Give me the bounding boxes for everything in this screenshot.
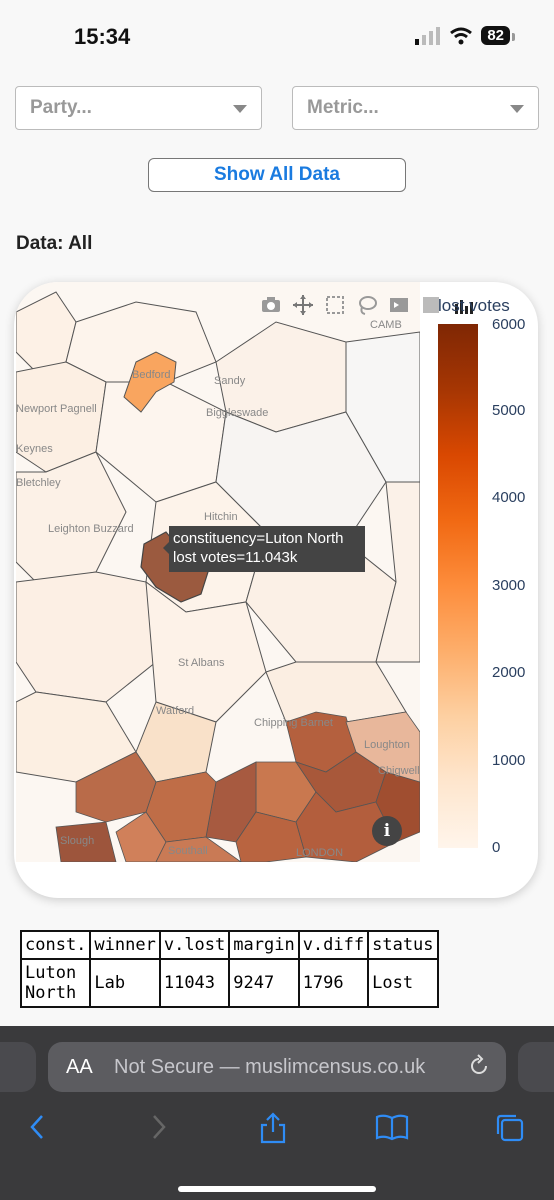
prev-tab-pill[interactable] bbox=[0, 1042, 36, 1092]
place-label: Chigwell bbox=[378, 765, 420, 777]
colorbar-title: lost votes bbox=[438, 296, 510, 315]
tooltip-lost-votes: lost votes=11.043k bbox=[173, 549, 298, 566]
table-header: status bbox=[367, 930, 439, 960]
place-label: Watford bbox=[156, 705, 194, 717]
place-label: Bletchley bbox=[16, 477, 61, 489]
table-cell-vdiff: 1796 bbox=[297, 958, 370, 1008]
table-cell-margin: 9247 bbox=[228, 958, 300, 1008]
colorbar bbox=[438, 324, 478, 848]
results-table: const. winner v.lost margin v.diff statu… bbox=[19, 930, 439, 1008]
place-label: St Albans bbox=[178, 657, 225, 669]
autoscale-icon[interactable] bbox=[388, 294, 410, 316]
place-label: Chipping Barnet bbox=[254, 717, 333, 729]
table-cell-winner: Lab bbox=[89, 958, 161, 1008]
place-label: Southall bbox=[168, 845, 208, 857]
party-placeholder: Party... bbox=[30, 97, 92, 118]
metric-dropdown[interactable]: Metric... bbox=[292, 86, 539, 130]
place-label: Newport Pagnell bbox=[16, 403, 97, 415]
reload-icon[interactable] bbox=[466, 1052, 492, 1080]
lasso-icon[interactable] bbox=[356, 294, 378, 316]
bookmarks-icon[interactable] bbox=[374, 1112, 410, 1142]
home-indicator bbox=[178, 1186, 376, 1192]
table-header: v.lost bbox=[158, 930, 231, 960]
chevron-down-icon bbox=[510, 105, 524, 113]
place-label: LONDON bbox=[296, 847, 343, 859]
info-icon[interactable]: i bbox=[372, 816, 402, 846]
table-row: Luton North Lab 11043 9247 1796 Lost bbox=[19, 958, 439, 1008]
table-cell-const: Luton North bbox=[19, 958, 92, 1008]
place-label: Slough bbox=[60, 835, 94, 847]
address-bar[interactable]: AA Not Secure — muslimcensus.co.uk bbox=[48, 1042, 506, 1092]
colorbar-tick: 6000 bbox=[492, 316, 526, 333]
status-time: 15:34 bbox=[74, 24, 131, 49]
tooltip-arrow bbox=[163, 542, 169, 554]
table-cell-vlost: 11043 bbox=[158, 958, 231, 1008]
tooltip-constituency: constituency=Luton North bbox=[173, 530, 344, 547]
colorbar-tick: 4000 bbox=[492, 489, 526, 506]
share-icon[interactable] bbox=[258, 1112, 288, 1144]
region-bedford bbox=[123, 351, 177, 413]
place-label: Biggleswade bbox=[206, 407, 268, 419]
party-dropdown[interactable]: Party... bbox=[15, 86, 262, 130]
signal-icon bbox=[415, 26, 441, 45]
colorbar-tick: 5000 bbox=[492, 402, 526, 419]
metric-placeholder: Metric... bbox=[307, 97, 379, 118]
table-header: const. bbox=[19, 930, 92, 960]
forward-icon[interactable] bbox=[148, 1112, 168, 1142]
plotly-logo-icon[interactable] bbox=[452, 294, 474, 316]
place-label: Sandy bbox=[214, 375, 246, 387]
browser-toolbar: AA Not Secure — muslimcensus.co.uk bbox=[0, 1026, 554, 1200]
reader-settings-button[interactable]: AA bbox=[66, 1056, 93, 1078]
tabs-icon[interactable] bbox=[494, 1112, 526, 1144]
show-all-data-button[interactable]: Show All Data bbox=[148, 158, 406, 192]
box-select-icon[interactable] bbox=[324, 294, 346, 316]
place-label: Keynes bbox=[16, 443, 53, 455]
table-header: v.diff bbox=[297, 930, 370, 960]
place-label: Bedford bbox=[132, 369, 171, 381]
colorbar-tick: 2000 bbox=[492, 664, 526, 681]
colorbar-tick: 0 bbox=[492, 839, 501, 856]
place-label: Leighton Buzzard bbox=[48, 523, 134, 535]
table-header: winner bbox=[89, 930, 161, 960]
back-icon[interactable] bbox=[28, 1112, 48, 1142]
table-header-row: const. winner v.lost margin v.diff statu… bbox=[19, 930, 439, 960]
colorbar-tick: 3000 bbox=[492, 577, 526, 594]
choropleth-map[interactable]: Bedford Sandy Biggleswade Newport Pagnel… bbox=[16, 282, 420, 862]
const-line: North bbox=[25, 983, 77, 1003]
const-line: Luton bbox=[25, 963, 77, 983]
place-label: Loughton bbox=[364, 739, 410, 751]
battery-icon: 82 bbox=[481, 26, 515, 45]
place-label: CAMB bbox=[370, 319, 402, 331]
next-tab-pill[interactable] bbox=[518, 1042, 554, 1092]
plot-toolbar bbox=[260, 294, 474, 316]
table-header: margin bbox=[228, 930, 300, 960]
table-cell-status: Lost bbox=[367, 958, 439, 1008]
status-icons: 82 bbox=[415, 26, 515, 45]
wifi-icon bbox=[450, 27, 473, 44]
place-label: Hitchin bbox=[204, 511, 238, 523]
colorbar-tick: 1000 bbox=[492, 752, 526, 769]
map-card: Bedford Sandy Biggleswade Newport Pagnel… bbox=[14, 282, 538, 898]
status-bar: 15:34 82 bbox=[0, 0, 554, 70]
hover-tooltip: constituency=Luton North lost votes=11.0… bbox=[169, 526, 365, 572]
camera-icon[interactable] bbox=[260, 294, 282, 316]
reset-icon[interactable] bbox=[420, 294, 442, 316]
pan-icon[interactable] bbox=[292, 294, 314, 316]
chevron-down-icon bbox=[233, 105, 247, 113]
data-label: Data: All bbox=[16, 233, 93, 254]
url-text: Not Secure — muslimcensus.co.uk bbox=[114, 1056, 426, 1078]
